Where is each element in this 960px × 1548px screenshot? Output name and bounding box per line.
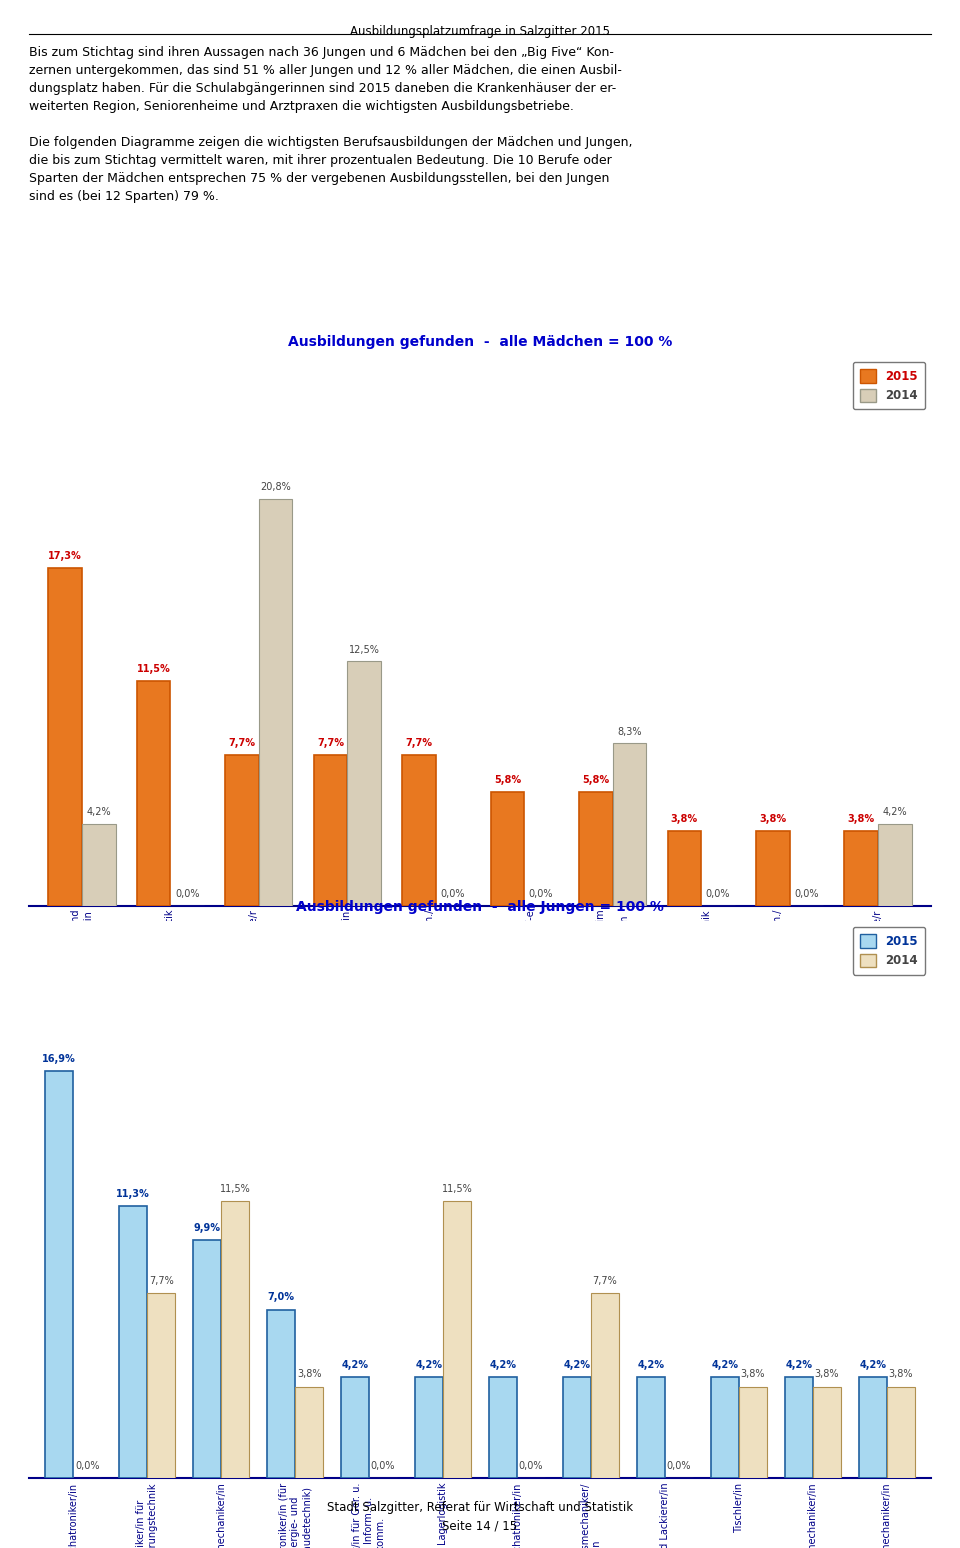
Title: Ausbildungen gefunden  -  alle Mädchen = 100 %: Ausbildungen gefunden - alle Mädchen = 1… — [288, 336, 672, 350]
Bar — [489, 1378, 517, 1478]
Text: 0,0%: 0,0% — [75, 1461, 100, 1471]
Bar — [402, 755, 436, 906]
Text: 3,8%: 3,8% — [741, 1370, 765, 1379]
Bar — [314, 755, 348, 906]
Text: 9,9%: 9,9% — [194, 1223, 221, 1232]
Text: 4,2%: 4,2% — [342, 1359, 369, 1370]
Text: 0,0%: 0,0% — [371, 1461, 396, 1471]
Bar — [48, 568, 82, 906]
Title: Ausbildungen gefunden  -  alle Jungen = 100 %: Ausbildungen gefunden - alle Jungen = 10… — [296, 901, 664, 915]
Bar — [193, 1240, 221, 1478]
Bar — [348, 661, 381, 906]
Text: 0,0%: 0,0% — [529, 889, 553, 899]
Text: 0,0%: 0,0% — [441, 889, 465, 899]
Text: 0,0%: 0,0% — [518, 1461, 543, 1471]
Text: 7,7%: 7,7% — [228, 738, 255, 748]
Bar — [136, 681, 170, 906]
Text: 4,2%: 4,2% — [785, 1359, 812, 1370]
Legend: 2015, 2014: 2015, 2014 — [852, 927, 925, 975]
Bar — [221, 1201, 250, 1478]
Bar — [491, 793, 524, 906]
Bar — [845, 831, 878, 906]
Text: 11,3%: 11,3% — [116, 1189, 150, 1198]
Text: 12,5%: 12,5% — [348, 644, 379, 655]
Bar — [45, 1071, 73, 1478]
Bar — [813, 1387, 841, 1478]
Text: 4,2%: 4,2% — [711, 1359, 738, 1370]
Bar — [443, 1201, 471, 1478]
Text: Seite 14 / 15: Seite 14 / 15 — [443, 1520, 517, 1533]
Bar — [667, 831, 701, 906]
Bar — [591, 1293, 619, 1478]
Text: 3,8%: 3,8% — [759, 814, 786, 825]
Bar — [341, 1378, 369, 1478]
Bar — [710, 1378, 739, 1478]
Text: 4,2%: 4,2% — [637, 1359, 664, 1370]
Text: 4,2%: 4,2% — [86, 807, 111, 817]
Bar — [612, 743, 646, 906]
Text: 16,9%: 16,9% — [42, 1054, 76, 1063]
Bar — [259, 498, 293, 906]
Text: 7,7%: 7,7% — [592, 1276, 617, 1285]
Text: 0,0%: 0,0% — [175, 889, 200, 899]
Text: 7,7%: 7,7% — [149, 1276, 174, 1285]
Bar — [756, 831, 790, 906]
Text: 3,8%: 3,8% — [848, 814, 875, 825]
Text: 7,0%: 7,0% — [268, 1293, 295, 1302]
Text: 11,5%: 11,5% — [136, 664, 171, 673]
Text: 3,8%: 3,8% — [671, 814, 698, 825]
Text: 5,8%: 5,8% — [493, 776, 521, 785]
Text: 5,8%: 5,8% — [583, 776, 610, 785]
Text: Bis zum Stichtag sind ihren Aussagen nach 36 Jungen und 6 Mädchen bei den „Big F: Bis zum Stichtag sind ihren Aussagen nac… — [29, 46, 633, 203]
Text: 0,0%: 0,0% — [706, 889, 731, 899]
Text: Ausbildungsplatzumfrage in Salzgitter 2015: Ausbildungsplatzumfrage in Salzgitter 20… — [350, 25, 610, 37]
Text: 20,8%: 20,8% — [260, 483, 291, 492]
Text: 0,0%: 0,0% — [794, 889, 819, 899]
Text: 7,7%: 7,7% — [317, 738, 344, 748]
Legend: 2015, 2014: 2015, 2014 — [852, 362, 925, 410]
Text: 4,2%: 4,2% — [859, 1359, 886, 1370]
Text: 4,2%: 4,2% — [490, 1359, 516, 1370]
Bar — [82, 824, 115, 906]
Text: 4,2%: 4,2% — [564, 1359, 590, 1370]
Text: Stadt Salzgitter, Referat für Wirtschaft und Statistik: Stadt Salzgitter, Referat für Wirtschaft… — [327, 1502, 633, 1514]
Text: 3,8%: 3,8% — [297, 1370, 322, 1379]
Bar — [784, 1378, 813, 1478]
Bar — [119, 1206, 147, 1478]
Bar — [739, 1387, 767, 1478]
Bar — [226, 755, 259, 906]
Bar — [579, 793, 612, 906]
Bar — [563, 1378, 591, 1478]
Text: 8,3%: 8,3% — [617, 726, 642, 737]
Bar — [858, 1378, 887, 1478]
Text: 0,0%: 0,0% — [667, 1461, 691, 1471]
Text: 3,8%: 3,8% — [889, 1370, 913, 1379]
Bar — [267, 1310, 295, 1478]
Bar — [887, 1387, 915, 1478]
Bar — [147, 1293, 176, 1478]
Bar — [415, 1378, 443, 1478]
Text: 17,3%: 17,3% — [48, 551, 82, 560]
Text: 11,5%: 11,5% — [442, 1184, 472, 1194]
Text: 4,2%: 4,2% — [416, 1359, 443, 1370]
Text: 11,5%: 11,5% — [220, 1184, 251, 1194]
Bar — [295, 1387, 324, 1478]
Text: 4,2%: 4,2% — [882, 807, 907, 817]
Bar — [878, 824, 912, 906]
Bar — [636, 1378, 665, 1478]
Text: 7,7%: 7,7% — [405, 738, 432, 748]
Text: 3,8%: 3,8% — [815, 1370, 839, 1379]
